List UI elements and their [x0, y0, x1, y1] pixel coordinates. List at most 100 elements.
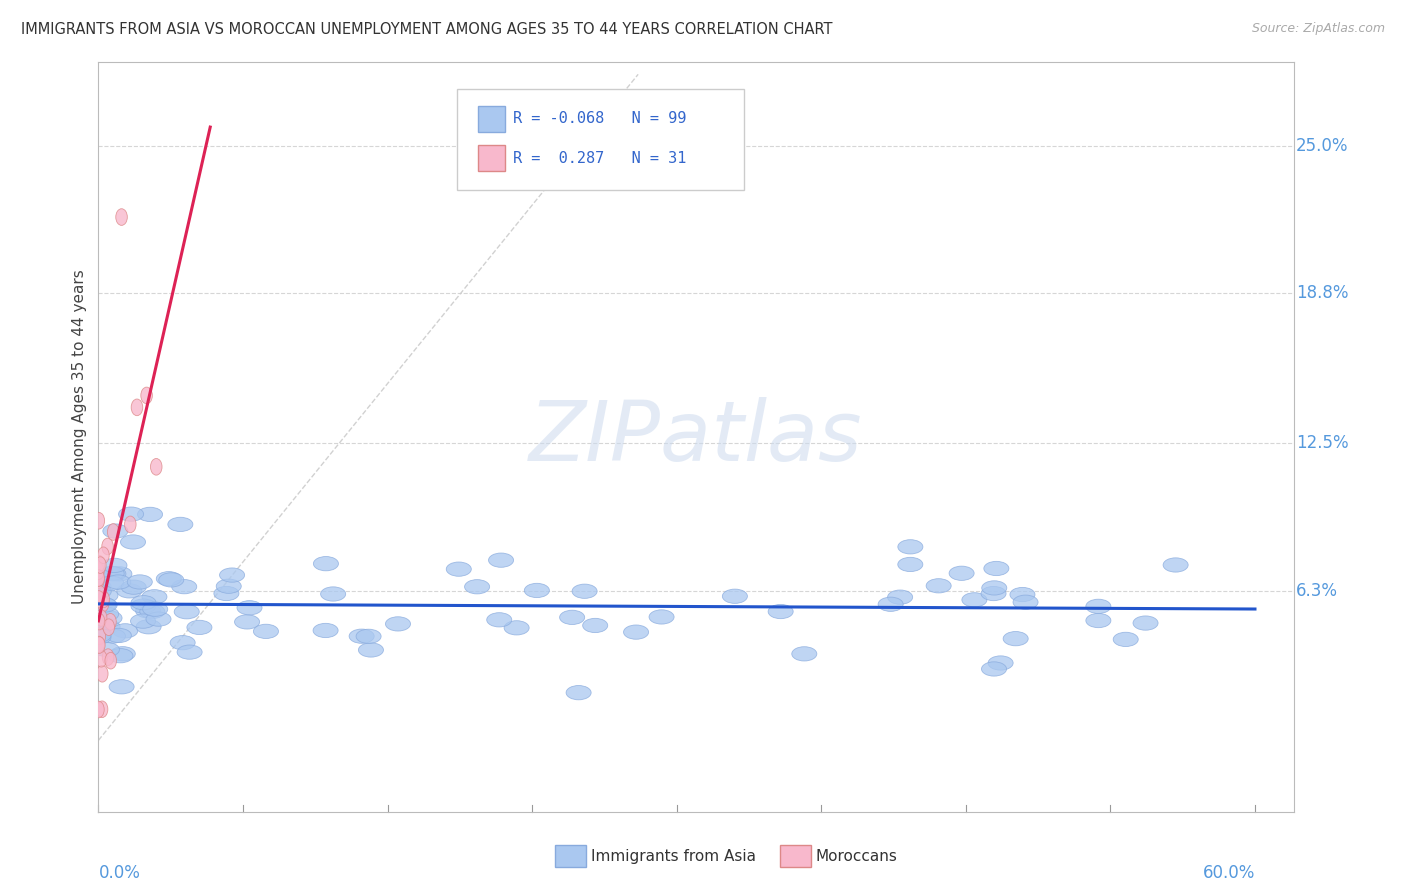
- Ellipse shape: [86, 630, 111, 644]
- Ellipse shape: [792, 647, 817, 661]
- Text: 25.0%: 25.0%: [1296, 136, 1348, 154]
- Ellipse shape: [86, 584, 111, 599]
- Ellipse shape: [898, 540, 922, 554]
- Ellipse shape: [136, 620, 162, 634]
- Ellipse shape: [139, 605, 165, 619]
- Ellipse shape: [174, 605, 200, 619]
- Ellipse shape: [524, 583, 550, 598]
- Ellipse shape: [650, 610, 673, 624]
- Ellipse shape: [1010, 588, 1035, 602]
- Ellipse shape: [93, 570, 104, 586]
- Ellipse shape: [93, 701, 104, 718]
- Ellipse shape: [235, 615, 260, 629]
- Ellipse shape: [879, 597, 903, 611]
- Ellipse shape: [138, 508, 163, 522]
- Ellipse shape: [87, 609, 112, 624]
- Text: 12.5%: 12.5%: [1296, 434, 1348, 452]
- Ellipse shape: [97, 595, 108, 612]
- Ellipse shape: [94, 637, 105, 653]
- Text: 0.0%: 0.0%: [98, 864, 141, 882]
- Ellipse shape: [115, 209, 128, 226]
- Ellipse shape: [314, 557, 339, 571]
- Ellipse shape: [107, 524, 120, 541]
- Ellipse shape: [135, 604, 160, 618]
- Ellipse shape: [131, 596, 156, 610]
- Ellipse shape: [93, 591, 104, 607]
- Ellipse shape: [93, 589, 118, 603]
- Text: 18.8%: 18.8%: [1296, 285, 1348, 302]
- Ellipse shape: [321, 587, 346, 601]
- Ellipse shape: [146, 612, 172, 626]
- Ellipse shape: [723, 589, 748, 603]
- Ellipse shape: [898, 558, 922, 572]
- Ellipse shape: [177, 645, 202, 659]
- Ellipse shape: [768, 605, 793, 619]
- Ellipse shape: [1163, 558, 1188, 572]
- Ellipse shape: [104, 614, 117, 630]
- Text: Source: ZipAtlas.com: Source: ZipAtlas.com: [1251, 22, 1385, 36]
- Ellipse shape: [1002, 632, 1028, 646]
- Ellipse shape: [984, 561, 1010, 575]
- Ellipse shape: [1133, 615, 1159, 630]
- Ellipse shape: [96, 609, 107, 626]
- Text: 60.0%: 60.0%: [1202, 864, 1256, 882]
- Ellipse shape: [488, 553, 513, 567]
- Ellipse shape: [981, 581, 1007, 595]
- Ellipse shape: [103, 619, 114, 635]
- Ellipse shape: [96, 701, 108, 717]
- Ellipse shape: [125, 516, 136, 533]
- Ellipse shape: [98, 576, 124, 591]
- Ellipse shape: [94, 607, 118, 621]
- Text: IMMIGRANTS FROM ASIA VS MOROCCAN UNEMPLOYMENT AMONG AGES 35 TO 44 YEARS CORRELAT: IMMIGRANTS FROM ASIA VS MOROCCAN UNEMPLO…: [21, 22, 832, 37]
- Ellipse shape: [356, 629, 381, 643]
- Ellipse shape: [486, 613, 512, 627]
- Ellipse shape: [108, 648, 134, 663]
- Ellipse shape: [112, 624, 138, 638]
- Ellipse shape: [97, 611, 122, 625]
- Ellipse shape: [172, 580, 197, 594]
- Ellipse shape: [981, 586, 1007, 600]
- Ellipse shape: [170, 635, 195, 649]
- Ellipse shape: [98, 591, 110, 607]
- Ellipse shape: [96, 650, 107, 667]
- Ellipse shape: [359, 643, 384, 657]
- Ellipse shape: [314, 624, 337, 638]
- Ellipse shape: [103, 524, 128, 538]
- Ellipse shape: [86, 568, 111, 582]
- Ellipse shape: [107, 566, 132, 581]
- Ellipse shape: [117, 583, 142, 598]
- Ellipse shape: [167, 517, 193, 532]
- Ellipse shape: [103, 648, 114, 665]
- Ellipse shape: [94, 586, 105, 602]
- Ellipse shape: [385, 616, 411, 631]
- Ellipse shape: [159, 573, 184, 587]
- FancyBboxPatch shape: [478, 145, 505, 171]
- Ellipse shape: [131, 599, 156, 613]
- Ellipse shape: [187, 620, 212, 634]
- Ellipse shape: [91, 598, 115, 612]
- Ellipse shape: [94, 557, 105, 574]
- Ellipse shape: [156, 572, 181, 586]
- Ellipse shape: [100, 566, 124, 581]
- Ellipse shape: [131, 614, 156, 628]
- Ellipse shape: [86, 579, 111, 593]
- Text: 6.3%: 6.3%: [1296, 582, 1339, 599]
- Ellipse shape: [141, 387, 152, 404]
- Ellipse shape: [105, 574, 131, 589]
- Ellipse shape: [219, 568, 245, 582]
- Ellipse shape: [1012, 595, 1038, 609]
- Ellipse shape: [582, 618, 607, 632]
- Ellipse shape: [107, 628, 131, 642]
- Ellipse shape: [110, 647, 135, 661]
- Ellipse shape: [981, 662, 1007, 676]
- Ellipse shape: [349, 629, 374, 643]
- Y-axis label: Unemployment Among Ages 35 to 44 years: Unemployment Among Ages 35 to 44 years: [72, 269, 87, 605]
- Ellipse shape: [93, 572, 104, 589]
- Ellipse shape: [962, 592, 987, 607]
- Ellipse shape: [567, 686, 591, 700]
- Ellipse shape: [89, 615, 114, 630]
- Ellipse shape: [103, 558, 127, 573]
- Ellipse shape: [446, 562, 471, 576]
- Ellipse shape: [988, 656, 1014, 670]
- Ellipse shape: [97, 665, 108, 682]
